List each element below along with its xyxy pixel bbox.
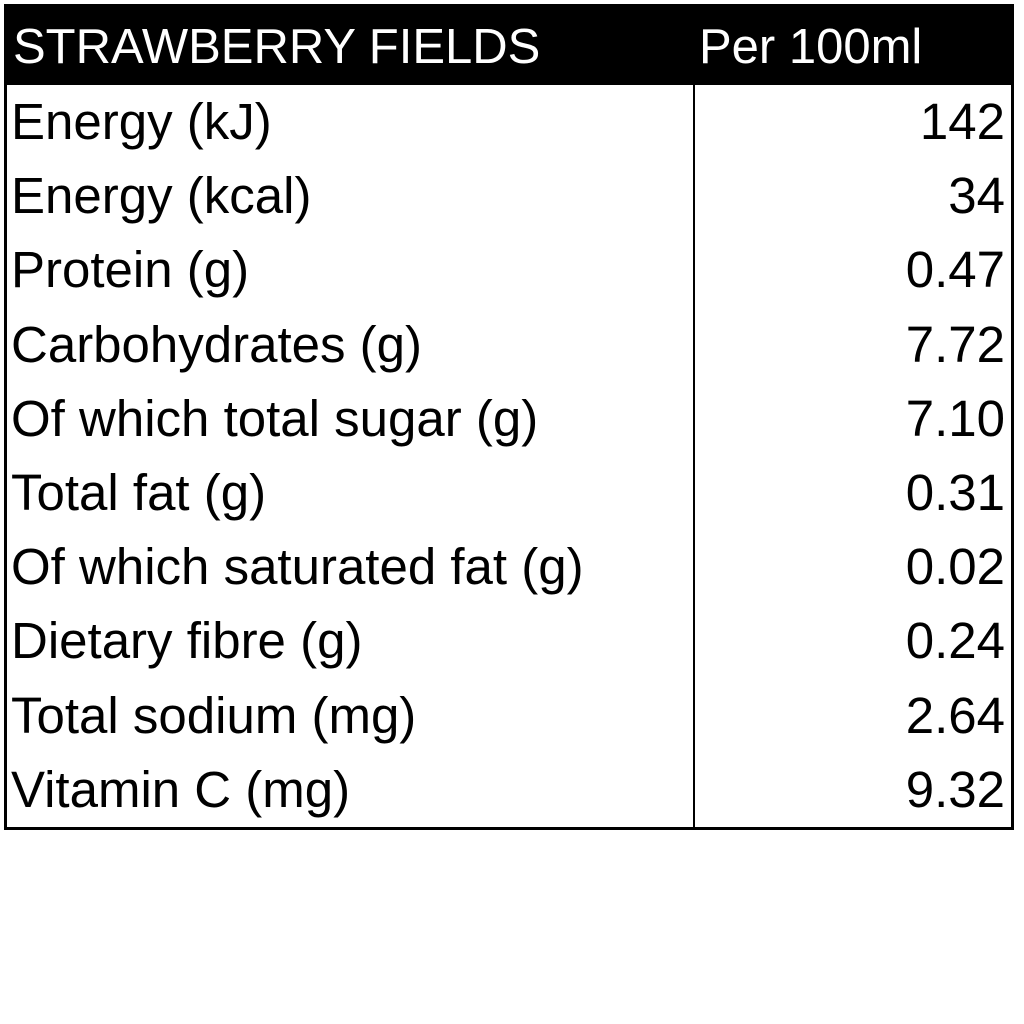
header-title: STRAWBERRY FIELDS xyxy=(13,20,541,74)
nutrient-value: 0.47 xyxy=(905,241,1005,299)
table-row: Total fat (g) 0.31 xyxy=(7,456,1011,530)
nutrition-table: STRAWBERRY FIELDS Per 100ml Energy (kJ) 1… xyxy=(4,4,1014,830)
nutrient-value: 0.24 xyxy=(905,612,1005,670)
nutrient-value: 0.02 xyxy=(905,538,1005,596)
nutrient-label: Of which saturated fat (g) xyxy=(11,538,584,596)
table-row: Total sodium (mg) 2.64 xyxy=(7,679,1011,753)
nutrient-label: Vitamin C (mg) xyxy=(11,760,351,818)
column-divider xyxy=(693,85,695,827)
table-header: STRAWBERRY FIELDS Per 100ml xyxy=(7,7,1011,85)
nutrient-value: 0.31 xyxy=(905,464,1005,521)
nutrient-value: 9.32 xyxy=(905,760,1005,818)
table-row: Carbohydrates (g) 7.72 xyxy=(7,308,1011,382)
nutrient-label: Energy (kJ) xyxy=(11,93,272,150)
nutrient-value: 142 xyxy=(919,93,1005,150)
nutrient-label: Total sodium (mg) xyxy=(11,686,417,744)
nutrient-value: 7.72 xyxy=(905,315,1005,373)
table-row: Vitamin C (mg) 9.32 xyxy=(7,753,1011,827)
nutrient-label: Carbohydrates (g) xyxy=(11,315,423,373)
nutrient-label: Protein (g) xyxy=(11,241,250,299)
nutrient-value: 7.10 xyxy=(905,389,1005,447)
table-row: Protein (g) 0.47 xyxy=(7,233,1011,307)
nutrient-label: Of which total sugar (g) xyxy=(11,389,539,447)
nutrient-value: 2.64 xyxy=(905,686,1005,744)
nutrient-label: Dietary fibre (g) xyxy=(11,612,363,670)
table-row: Of which total sugar (g) 7.10 xyxy=(7,382,1011,456)
header-column: Per 100ml xyxy=(699,20,923,74)
table-row: Energy (kcal) 34 xyxy=(7,159,1011,233)
table-row: Of which saturated fat (g) 0.02 xyxy=(7,530,1011,604)
nutrient-label: Total fat (g) xyxy=(11,464,267,521)
table-row: Energy (kJ) 142 xyxy=(7,85,1011,159)
table-row: Dietary fibre (g) 0.24 xyxy=(7,604,1011,678)
nutrient-label: Energy (kcal) xyxy=(11,167,312,225)
nutrient-value: 34 xyxy=(948,167,1005,225)
